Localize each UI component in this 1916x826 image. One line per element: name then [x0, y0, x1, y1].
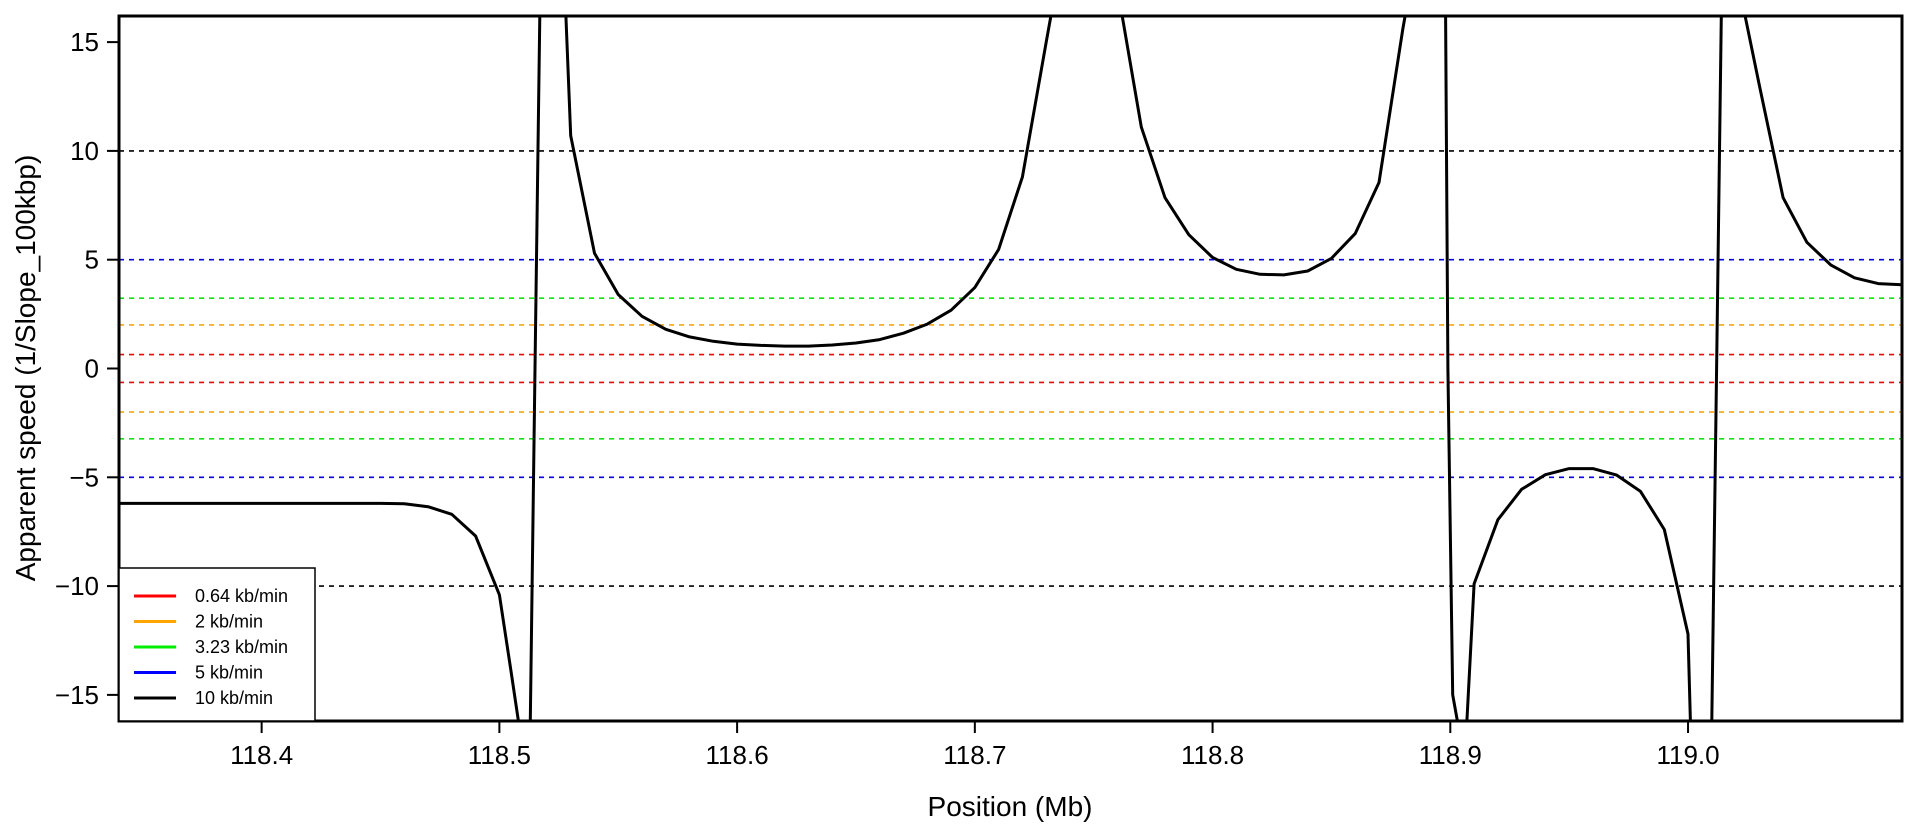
series-line-4: [1444, 16, 1459, 721]
series-line-2: [564, 16, 1053, 348]
legend-label: 3.23 kb/min: [195, 637, 288, 657]
x-tick-label: 118.6: [706, 740, 769, 770]
series-lines: [119, 16, 1902, 721]
x-tick-label: 118.7: [943, 740, 1006, 770]
legend: 0.64 kb/min 2 kb/min 3.23 kb/min 5 kb/min 10…: [118, 567, 316, 722]
x-tick-label: 118.9: [1419, 740, 1482, 770]
legend-label: 10 kb/min: [195, 688, 273, 708]
series-line-6: [1710, 16, 1723, 721]
x-tick-label: 118.5: [468, 740, 531, 770]
legend-label: 5 kb/min: [195, 663, 263, 683]
y-tick-label: −10: [55, 571, 99, 601]
y-tick-label: 15: [70, 27, 99, 57]
y-axis-title: Apparent speed (1/Slope_100kbp): [10, 155, 41, 582]
reference-lines: [119, 150, 1902, 587]
series-line-5: [1465, 467, 1692, 721]
x-axis-title: Position (Mb): [928, 791, 1093, 822]
legend-label: 2 kb/min: [195, 612, 263, 632]
series-line-3: [1120, 16, 1407, 277]
legend-box: [118, 567, 316, 722]
x-tick-label: 119.0: [1656, 740, 1719, 770]
y-axis: −15 −10 −5 0 5 10 15: [55, 27, 119, 710]
series-line-1: [528, 16, 542, 721]
x-tick-label: 118.8: [1181, 740, 1244, 770]
x-axis: 118.4 118.5 118.6 118.7 118.8 118.9 119.0: [230, 721, 1720, 770]
y-tick-label: −15: [55, 680, 99, 710]
y-tick-label: 5: [85, 245, 99, 275]
y-tick-label: 0: [85, 354, 99, 384]
y-tick-label: 10: [70, 136, 99, 166]
x-tick-label: 118.4: [230, 740, 293, 770]
legend-label: 0.64 kb/min: [195, 586, 288, 606]
series-line-7: [1743, 16, 1902, 287]
series-line-0: [119, 501, 520, 721]
y-tick-label: −5: [69, 462, 99, 492]
